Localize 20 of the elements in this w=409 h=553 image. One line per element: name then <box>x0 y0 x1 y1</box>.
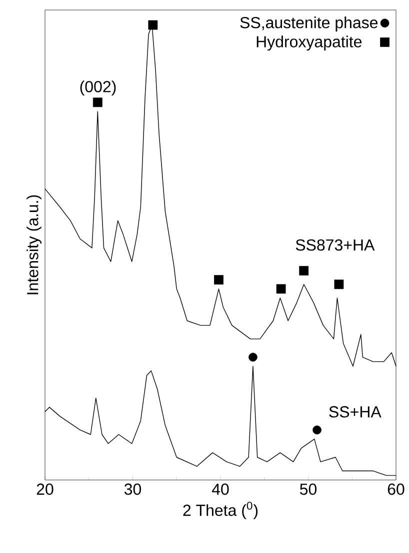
x-tick-label: 30 <box>124 484 142 495</box>
x-tick-label: 60 <box>388 484 404 495</box>
x-tick-label: 40 <box>212 484 229 495</box>
annotation: (002) <box>80 80 116 96</box>
point <box>299 266 309 276</box>
point <box>276 284 286 294</box>
y-axis-title: Intensity (a.u.) <box>26 195 42 294</box>
point <box>312 426 322 434</box>
point <box>334 280 344 290</box>
x-tick-label: 50 <box>300 484 317 495</box>
point <box>214 275 224 284</box>
annotation: SS+HA <box>329 406 382 418</box>
x-axis-title: 2 Theta ($^{0}$) <box>183 502 258 520</box>
point <box>92 98 102 108</box>
legend-label: Hydroxyapatite <box>256 36 362 51</box>
annotation: SS873+HA <box>296 239 375 251</box>
legend-label: SS,austenite phase <box>240 16 378 32</box>
point <box>148 20 158 30</box>
point <box>248 352 258 362</box>
x-tick-label: 20 <box>36 484 54 495</box>
